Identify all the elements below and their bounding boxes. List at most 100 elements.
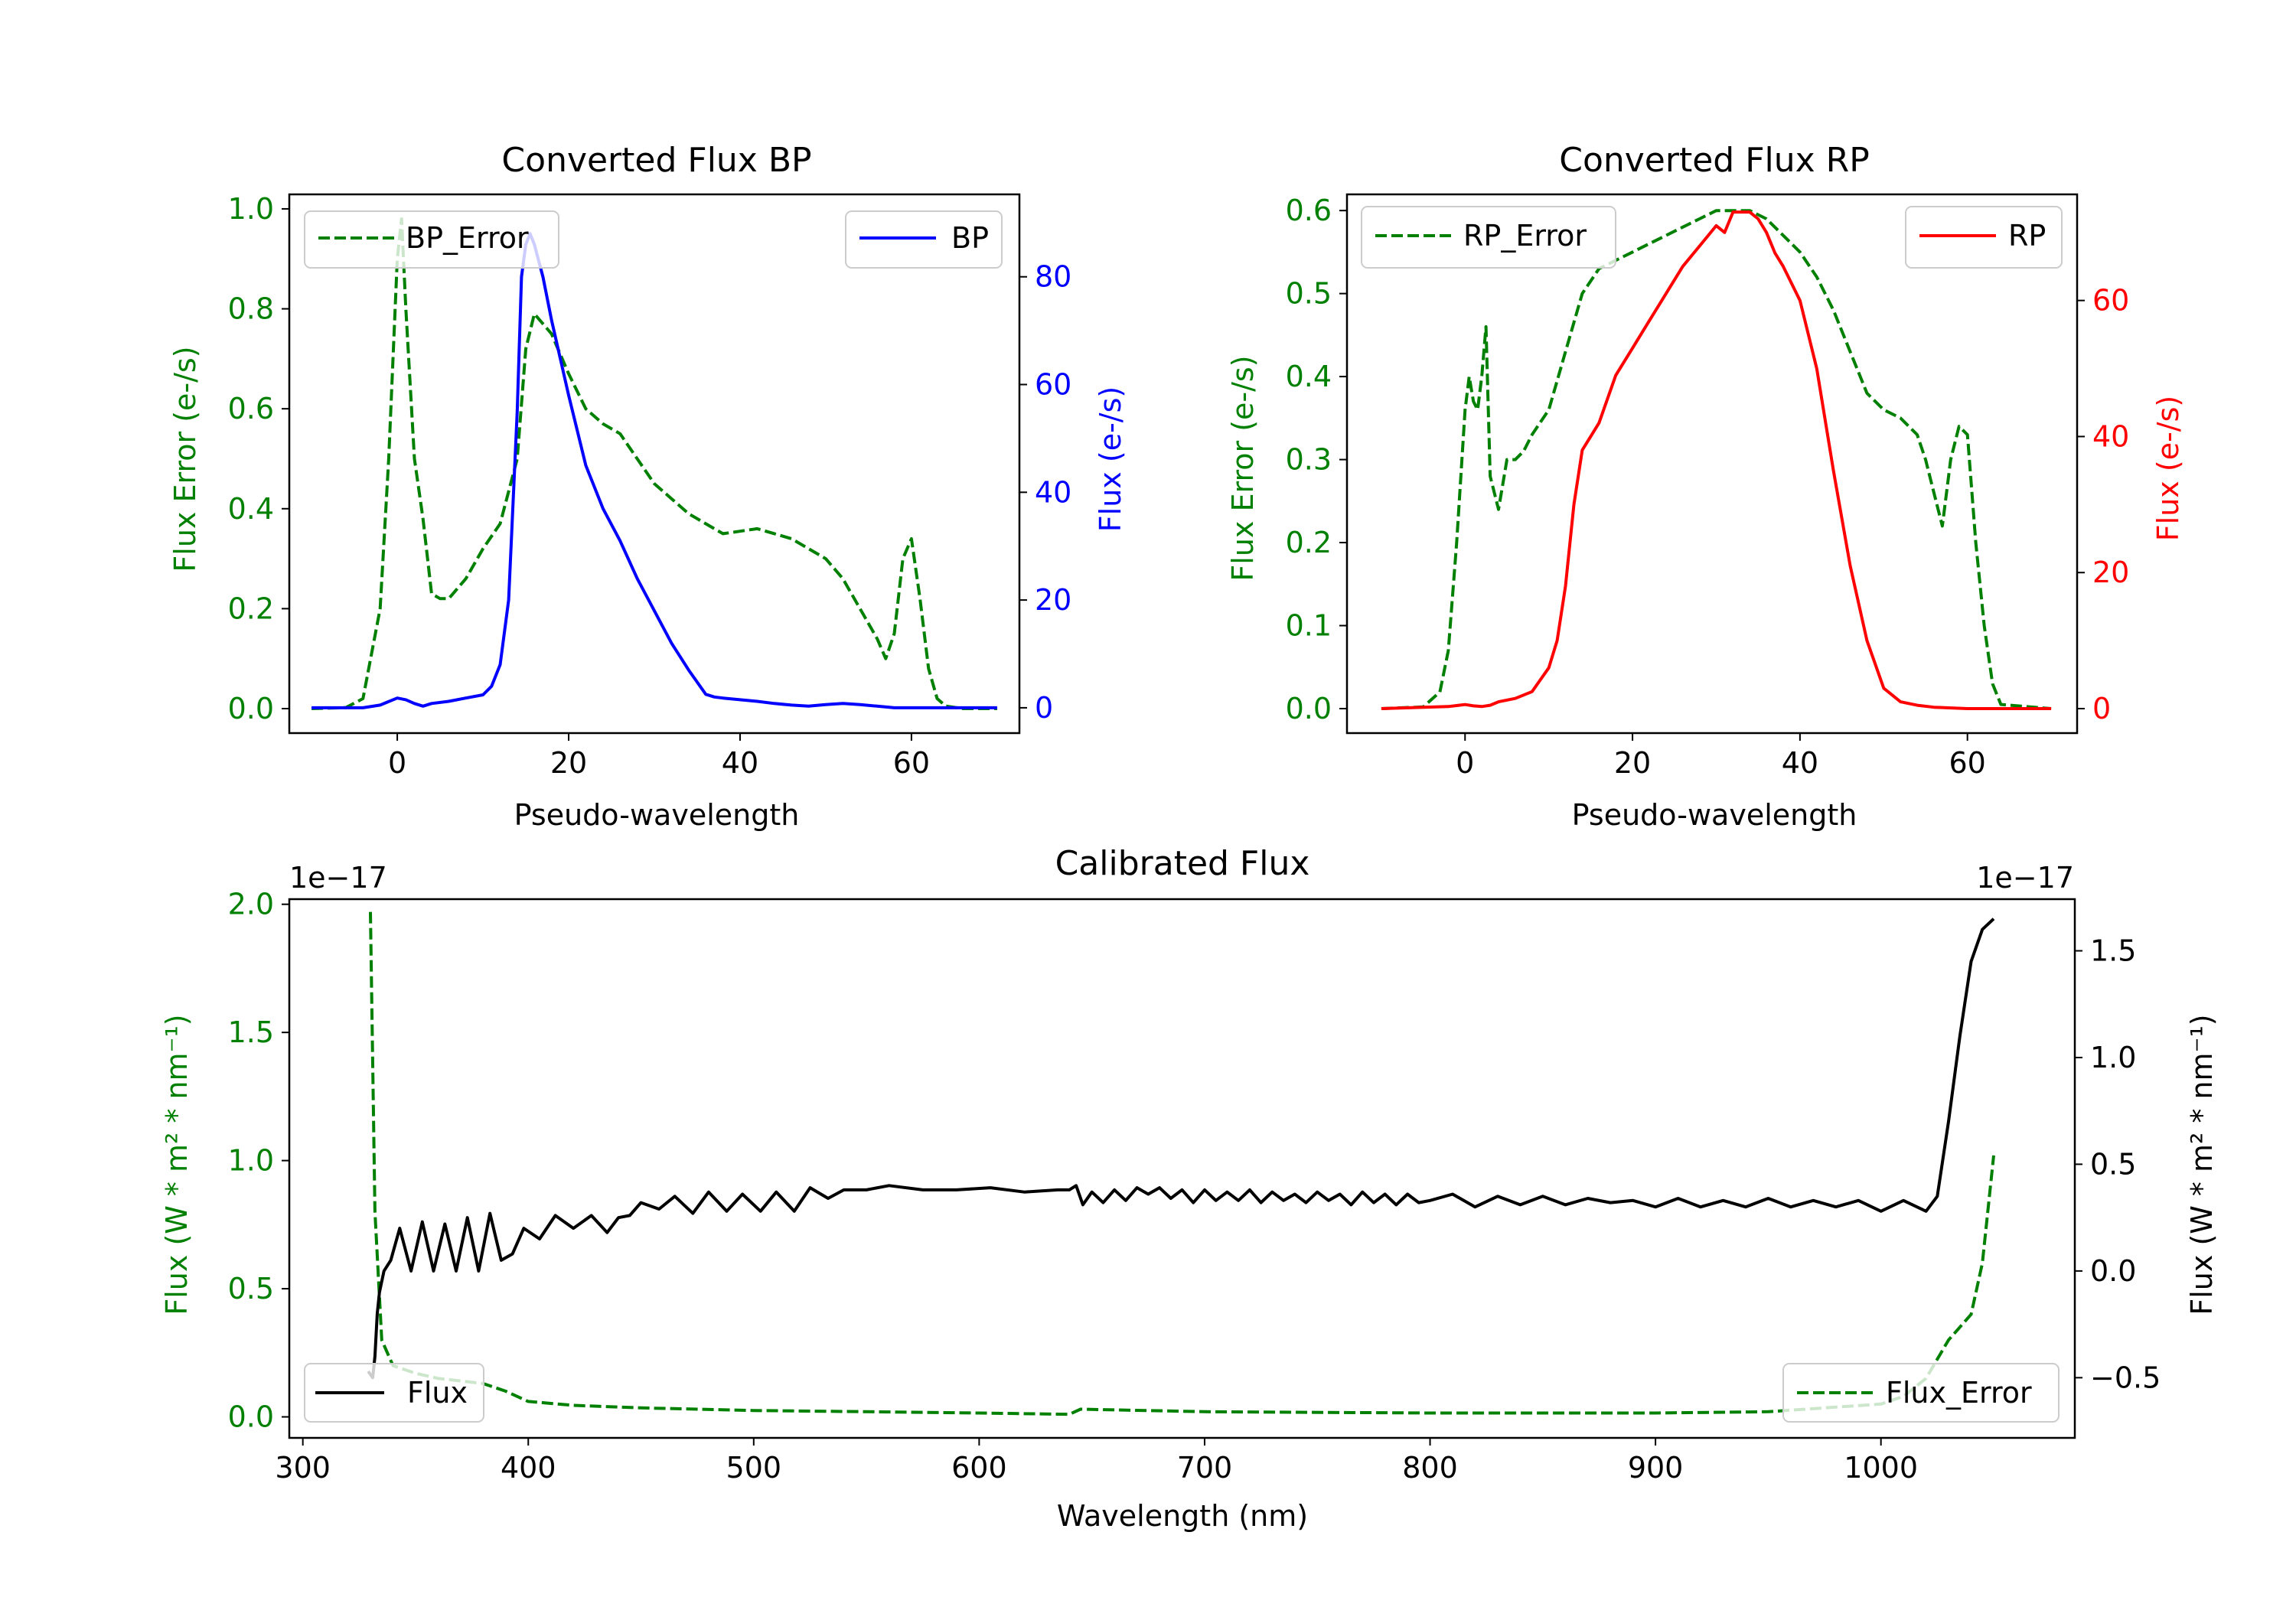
bp-left-tick-label: 1.0	[228, 192, 274, 226]
bp-left-tick-label: 0.4	[228, 492, 274, 526]
bp-right-tick-label: 60	[1035, 368, 1071, 402]
calibrated-x-tick-label: 600	[951, 1451, 1007, 1485]
calibrated-right-ticks: −0.5 0.0 0.5 1.0 1.5	[2075, 934, 2161, 1394]
rp-x-ticks: 0 20 40 60	[1456, 733, 1986, 780]
calibrated-x-ticks: 300 400 500 600 700 800 900 1000	[275, 1438, 1918, 1485]
bp-left-tick-label: 0.0	[228, 692, 274, 725]
rp-series-rp-error	[1381, 209, 2052, 710]
calibrated-left-tick-label: 1.5	[228, 1015, 274, 1049]
calibrated-legend-right-label: Flux_Error	[1886, 1376, 2032, 1410]
rp-left-tick-label: 0.6	[1286, 194, 1332, 227]
rp-panel: Converted Flux RP Pseudo-wavelength Flux…	[1226, 141, 2185, 832]
bp-title: Converted Flux BP	[501, 141, 811, 180]
rp-x-tick-label: 20	[1614, 746, 1651, 780]
rp-x-axis-label: Pseudo-wavelength	[1572, 798, 1857, 832]
bp-left-tick-label: 0.2	[228, 592, 274, 625]
rp-x-tick-label: 40	[1782, 746, 1818, 780]
calibrated-x-tick-label: 1000	[1844, 1451, 1918, 1485]
bp-legend-left: BP_Error	[304, 210, 559, 269]
bp-series-bp-error	[311, 217, 997, 710]
calibrated-legend-left-label: Flux	[407, 1376, 468, 1410]
rp-left-tick-label: 0.3	[1286, 443, 1332, 477]
calibrated-right-tick-label: 0.5	[2090, 1147, 2136, 1181]
calibrated-legend-right: Flux_Error	[1782, 1363, 2060, 1423]
rp-left-ticks: 0.0 0.1 0.2 0.3 0.4 0.5 0.6	[1286, 194, 1347, 725]
calibrated-right-tick-label: 1.5	[2090, 934, 2136, 967]
calibrated-title: Calibrated Flux	[1055, 844, 1310, 883]
calibrated-x-tick-label: 400	[501, 1451, 556, 1485]
rp-x-tick-label: 0	[1456, 746, 1474, 780]
calibrated-legend-right-box	[1782, 1363, 2060, 1423]
calibrated-x-tick-label: 500	[726, 1451, 782, 1485]
bp-right-ticks: 0 20 40 60 80	[1019, 260, 1071, 725]
bp-right-tick-label: 0	[1035, 691, 1053, 725]
rp-left-axis-label: Flux Error (e-/s)	[1226, 355, 1260, 581]
bp-x-tick-label: 40	[722, 746, 758, 780]
calibrated-left-tick-label: 1.0	[228, 1144, 274, 1178]
rp-lines	[1381, 209, 2052, 710]
bp-legend-left-box	[304, 210, 559, 269]
bp-left-tick-label: 0.8	[228, 292, 274, 326]
rp-series-rp	[1381, 210, 2052, 710]
rp-right-axis-label: Flux (e-/s)	[2151, 396, 2185, 541]
rp-plot-frame	[1345, 193, 2079, 735]
calibrated-right-offset: 1e−17	[1976, 861, 2074, 895]
calibrated-right-tick-label: −0.5	[2090, 1361, 2161, 1394]
bp-series-bp	[311, 232, 997, 709]
rp-right-tick-label: 20	[2092, 556, 2129, 589]
rp-left-tick-label: 0.5	[1286, 277, 1332, 311]
calibrated-left-offset: 1e−17	[289, 861, 387, 895]
calibrated-x-tick-label: 700	[1177, 1451, 1233, 1485]
calibrated-legend-left-box	[304, 1363, 484, 1423]
calibrated-right-tick-label: 1.0	[2090, 1041, 2136, 1074]
bp-legend-right: BP	[845, 210, 1003, 269]
calibrated-plot-frame	[288, 898, 2076, 1439]
rp-right-tick-label: 40	[2092, 419, 2129, 453]
calibrated-legend-left: Flux	[304, 1363, 484, 1423]
calibrated-right-tick-label: 0.0	[2090, 1254, 2136, 1288]
calibrated-right-axis-label: Flux (W * m² * nm⁻¹)	[2185, 1014, 2219, 1315]
bp-right-tick-label: 40	[1035, 475, 1071, 509]
calibrated-left-tick-label: 0.0	[228, 1400, 274, 1434]
rp-left-tick-label: 0.1	[1286, 609, 1332, 643]
rp-left-tick-label: 0.0	[1286, 692, 1332, 725]
bp-lines	[311, 217, 997, 710]
rp-right-tick-label: 60	[2092, 284, 2129, 318]
calibrated-left-tick-label: 0.5	[228, 1272, 274, 1305]
calibrated-panel: Calibrated Flux Wavelength (nm) 1e−17 1e…	[160, 844, 2219, 1533]
bp-x-ticks: 0 20 40 60	[388, 733, 930, 780]
calibrated-x-tick-label: 900	[1628, 1451, 1684, 1485]
calibrated-left-axis-label: Flux (W * m² * nm⁻¹)	[160, 1014, 194, 1315]
calibrated-series-flux	[367, 918, 1995, 1380]
bp-x-tick-label: 20	[550, 746, 587, 780]
bp-right-tick-label: 80	[1035, 260, 1071, 294]
bp-panel: Converted Flux BP Pseudo-wavelength Flux…	[168, 141, 1127, 832]
bp-left-axis-label: Flux Error (e-/s)	[168, 346, 202, 572]
bp-right-tick-label: 20	[1035, 583, 1071, 617]
bp-x-tick-label: 0	[388, 746, 406, 780]
rp-x-tick-label: 60	[1949, 746, 1986, 780]
bp-plot-frame	[288, 193, 1021, 735]
rp-legend-right: RP	[1905, 206, 2063, 269]
bp-legend-right-label: BP	[951, 221, 989, 255]
calibrated-left-ticks: 0.0 0.5 1.0 1.5 2.0	[228, 888, 289, 1434]
rp-legend-left-label: RP_Error	[1463, 219, 1587, 253]
bp-left-ticks: 0.0 0.2 0.4 0.6 0.8 1.0	[228, 192, 289, 725]
rp-legend-left: RP_Error	[1361, 206, 1616, 269]
rp-legend-right-label: RP	[2008, 219, 2046, 253]
rp-legend-left-box	[1361, 206, 1616, 269]
bp-x-axis-label: Pseudo-wavelength	[514, 798, 800, 832]
rp-left-tick-label: 0.2	[1286, 526, 1332, 559]
rp-title: Converted Flux RP	[1559, 141, 1870, 180]
rp-right-tick-label: 0	[2092, 692, 2111, 725]
calibrated-x-tick-label: 300	[275, 1451, 331, 1485]
bp-right-axis-label: Flux (e-/s)	[1094, 386, 1127, 532]
calibrated-x-tick-label: 800	[1402, 1451, 1458, 1485]
bp-x-tick-label: 60	[893, 746, 930, 780]
rp-right-ticks: 0 20 40 60	[2077, 284, 2129, 725]
bp-legend-left-label: BP_Error	[406, 221, 529, 255]
bp-left-tick-label: 0.6	[228, 392, 274, 425]
calibrated-x-axis-label: Wavelength (nm)	[1057, 1499, 1308, 1533]
rp-left-tick-label: 0.4	[1286, 360, 1332, 393]
